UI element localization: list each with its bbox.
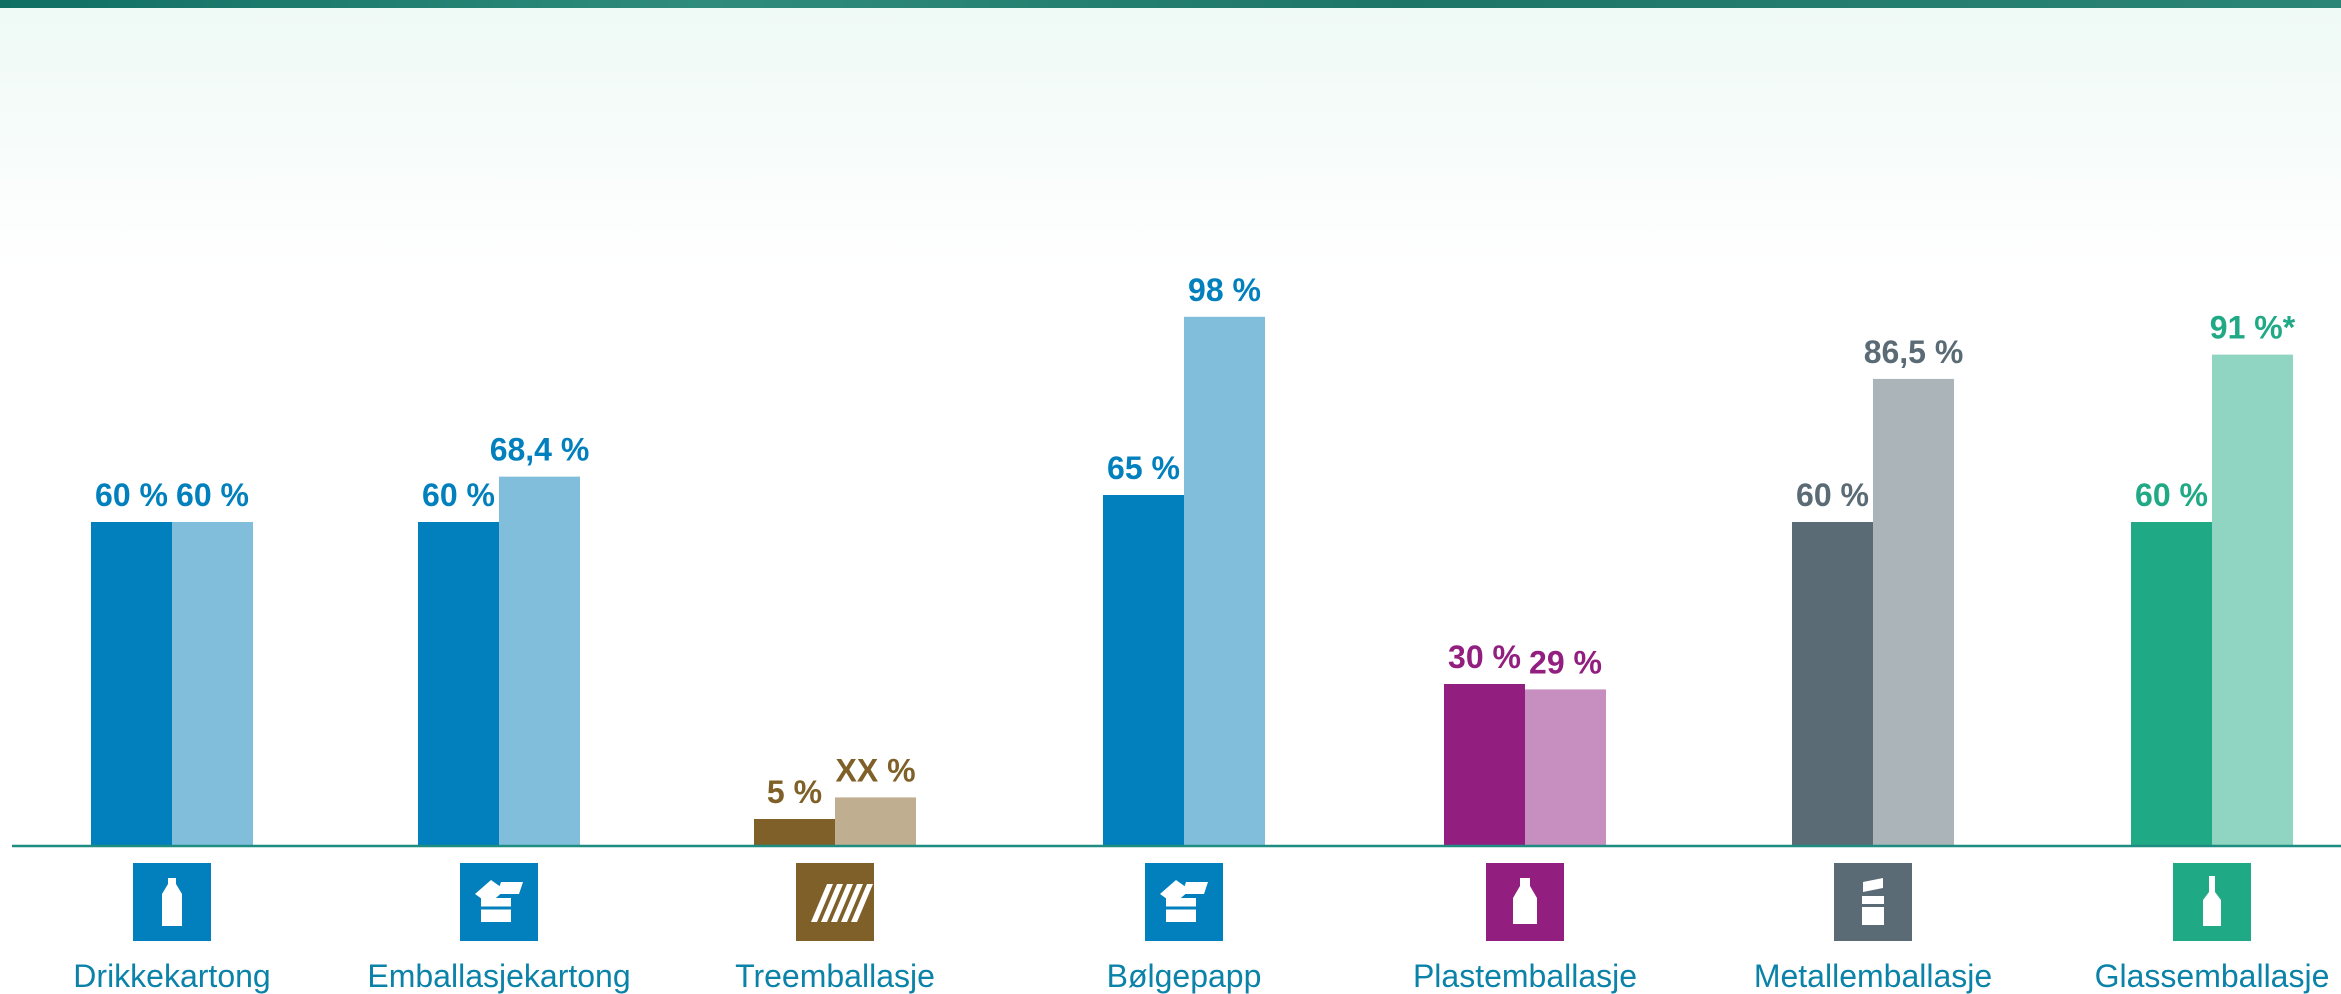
category-label-bolgepapp: Bølgepapp [1107,958,1262,994]
value-label-metallemballasje-series-1: 60 % [1796,477,1869,513]
value-label-drikkekartong-series-1: 60 % [95,477,168,513]
bar-drikkekartong-series-2 [172,522,253,846]
category-icons-layer [133,863,2251,941]
metal-can-icon [1834,863,1912,941]
category-labels-layer: Drikkekartong Emballasjekartong Treemballa… [73,958,2329,994]
plastic-bottle-icon [1486,863,1564,941]
bar-glassemballasje-series-2 [2212,354,2293,846]
category-label-drikkekartong: Drikkekartong [73,958,270,994]
wood-planks-icon [796,863,874,941]
bar-bolgepapp-series-2 [1184,316,1265,846]
bar-emballasjekartong-series-2 [499,476,580,846]
bar-treemballasje-series-1 [754,819,835,846]
category-label-plastemballasje: Plastemballasje [1413,958,1637,994]
category-label-treemballasje: Treemballasje [735,958,935,994]
bar-plastemballasje-series-1 [1444,684,1525,846]
value-label-metallemballasje-series-2: 86,5 % [1864,334,1964,370]
value-label-treemballasje-series-2: XX % [835,752,915,788]
value-label-treemballasje-series-1: 5 % [767,774,822,810]
category-label-emballasjekartong: Emballasjekartong [367,958,630,994]
value-label-glassemballasje-series-2: 91 %* [2210,310,2296,346]
value-label-emballasjekartong-series-1: 60 % [422,477,495,513]
category-label-metallemballasje: Metallemballasje [1754,958,1992,994]
bar-treemballasje-series-2 [835,797,916,846]
bar-drikkekartong-series-1 [91,522,172,846]
bar-bolgepapp-series-1 [1103,495,1184,846]
drink-carton-icon [133,863,211,941]
bar-glassemballasje-series-1 [2131,522,2212,846]
value-label-bolgepapp-series-2: 98 % [1188,272,1261,308]
open-box-icon [1145,863,1223,941]
value-labels-layer: 60 % 60 % 60 %68,4 %5 %XX %65 %98 %30 % 29 … [95,272,2296,810]
bar-metallemballasje-series-2 [1873,378,1954,846]
value-label-emballasjekartong-series-2: 68,4 % [490,432,590,468]
header-band [0,0,2341,8]
bar-emballasjekartong-series-1 [418,522,499,846]
value-label-plastemballasje-series-2: 29 % [1529,644,1602,680]
bar-plastemballasje-series-2 [1525,689,1606,846]
value-label-drikkekartong-series-2: 60 % [176,477,249,513]
open-box-icon [460,863,538,941]
value-label-plastemballasje-series-1: 30 % [1448,639,1521,675]
header-glow [0,8,2341,268]
value-label-bolgepapp-series-1: 65 % [1107,450,1180,486]
glass-bottle-icon [2173,863,2251,941]
bar-metallemballasje-series-1 [1792,522,1873,846]
bars-layer [91,316,2293,846]
value-label-glassemballasje-series-1: 60 % [2135,477,2208,513]
category-label-glassemballasje: Glassemballasje [2095,958,2330,994]
